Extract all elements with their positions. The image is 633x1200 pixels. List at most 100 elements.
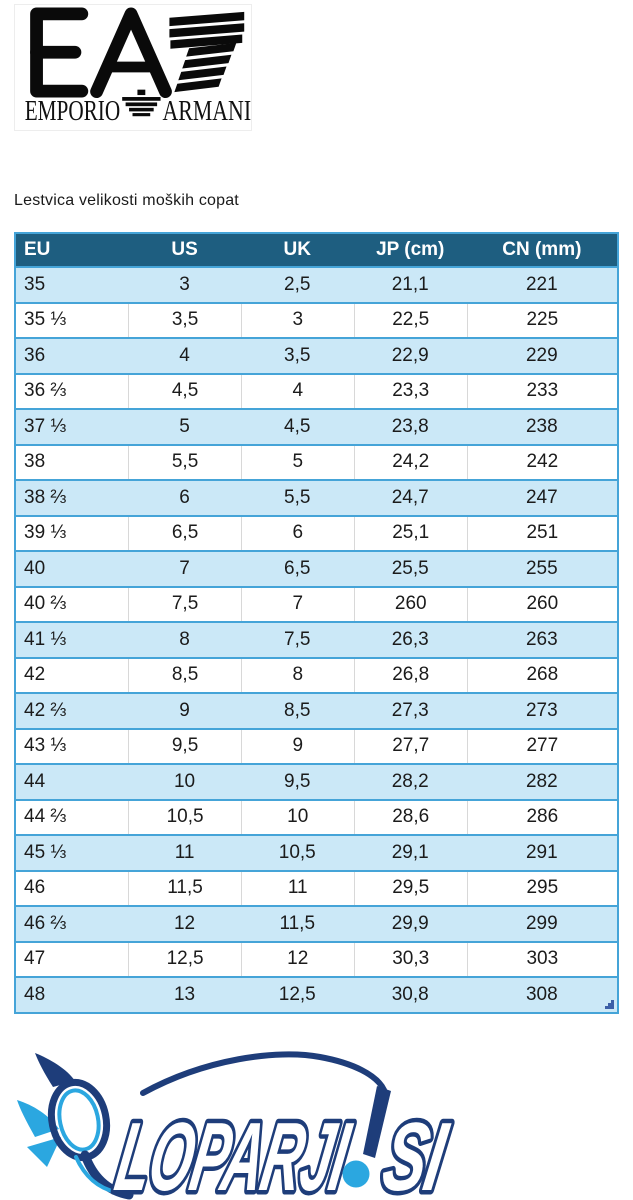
tennis-racket-icon bbox=[17, 1053, 134, 1200]
ea7-letter-a bbox=[90, 7, 172, 99]
table-cell: 40 ⅔ bbox=[24, 593, 67, 615]
table-cell: 5,5 bbox=[284, 486, 311, 508]
table-cell: 9,5 bbox=[284, 770, 311, 792]
armani-eagle-icon bbox=[122, 89, 161, 117]
table-cell: 229 bbox=[525, 344, 558, 366]
swoosh-icon bbox=[140, 1051, 391, 1158]
table-row: 42 8,5 8 26,8 268 bbox=[16, 656, 617, 692]
table-cell: 37 ⅓ bbox=[24, 415, 67, 437]
table-cell: 35 bbox=[24, 273, 46, 295]
table-cell: 225 bbox=[466, 303, 617, 337]
table-row: 48 13 12,5 30,8 308 bbox=[16, 976, 617, 1012]
table-cell: 299 bbox=[525, 912, 558, 934]
table-cell: 11,5 bbox=[279, 912, 316, 934]
table-cell: 260 bbox=[466, 587, 617, 621]
table-cell: 221 bbox=[525, 273, 558, 295]
table-cell: 28,2 bbox=[391, 770, 429, 792]
table-row: 35 ⅓ 3,5 3 22,5 225 bbox=[16, 301, 617, 337]
table-cell: 27,3 bbox=[391, 699, 429, 721]
table-row: 40 7 6,5 25,5 255 bbox=[16, 550, 617, 586]
table-cell: 4 bbox=[240, 374, 354, 408]
table-cell: 11 bbox=[174, 841, 195, 863]
table-cell: 22,9 bbox=[391, 344, 429, 366]
table-cell: 255 bbox=[525, 557, 558, 579]
loparji-si-logo: LOPARJI.SI LOPARJI SI bbox=[15, 1045, 485, 1200]
table-cell: 35 ⅓ bbox=[24, 309, 67, 331]
table-resize-handle-icon bbox=[605, 999, 614, 1009]
table-cell: 3,5 bbox=[284, 344, 311, 366]
table-row: 38 ⅔ 6 5,5 24,7 247 bbox=[16, 479, 617, 515]
table-cell: 242 bbox=[466, 445, 617, 479]
table-cell: 260 bbox=[353, 587, 467, 621]
table-cell: 24,2 bbox=[353, 445, 467, 479]
table-cell: 44 ⅔ bbox=[24, 806, 67, 828]
table-cell: 42 bbox=[24, 664, 46, 686]
table-row: 39 ⅓ 6,5 6 25,1 251 bbox=[16, 514, 617, 550]
table-cell: 25,5 bbox=[391, 557, 429, 579]
table-cell: 29,1 bbox=[391, 841, 429, 863]
table-cell: 8,5 bbox=[284, 699, 311, 721]
table-cell: 45 ⅓ bbox=[24, 841, 67, 863]
page-title: Lestvica velikosti moških copat bbox=[14, 192, 239, 209]
table-cell: 238 bbox=[525, 415, 558, 437]
table-cell: 12,5 bbox=[128, 942, 240, 976]
table-cell: 43 ⅓ bbox=[24, 735, 67, 757]
table-cell: 6 bbox=[240, 516, 354, 550]
table-row: 36 4 3,5 22,9 229 bbox=[16, 337, 617, 373]
table-cell: 282 bbox=[525, 770, 558, 792]
table-cell: 22,5 bbox=[353, 303, 467, 337]
table-cell: 23,3 bbox=[353, 374, 467, 408]
table-cell: 308 bbox=[525, 983, 558, 1005]
table-cell: 10,5 bbox=[128, 800, 240, 834]
table-cell: 7,5 bbox=[284, 628, 311, 650]
table-row: 40 ⅔ 7,5 7 260 260 bbox=[16, 585, 617, 621]
table-cell: 24,7 bbox=[391, 486, 429, 508]
ea7-logo: EA7 EMPORIO ARMANI EMPORI bbox=[14, 4, 252, 131]
table-cell: 295 bbox=[466, 871, 617, 905]
table-cell: 5,5 bbox=[128, 445, 240, 479]
table-cell: 251 bbox=[466, 516, 617, 550]
table-row: 47 12,5 12 30,3 303 bbox=[16, 940, 617, 976]
table-cell: 48 bbox=[24, 983, 46, 1005]
table-cell: 10 bbox=[173, 770, 196, 792]
table-cell: 5 bbox=[179, 415, 190, 437]
loparji-text: LOPARJI bbox=[109, 1103, 358, 1200]
table-row: 44 ⅔ 10,5 10 28,6 286 bbox=[16, 798, 617, 834]
table-cell: 13 bbox=[173, 983, 196, 1005]
table-header-cell: US bbox=[171, 239, 198, 260]
table-cell: 3 bbox=[179, 273, 190, 295]
striped-seven-icon bbox=[169, 11, 245, 93]
table-cell: 11 bbox=[240, 871, 354, 905]
table-cell: 40 bbox=[24, 557, 46, 579]
table-cell: 41 ⅓ bbox=[24, 628, 67, 650]
table-cell: 7 bbox=[179, 557, 190, 579]
table-cell: 6,5 bbox=[284, 557, 311, 579]
table-cell: 6,5 bbox=[128, 516, 240, 550]
table-cell: 12,5 bbox=[278, 983, 316, 1005]
table-header-row: EU US UK JP (cm) CN (mm) bbox=[16, 234, 617, 266]
ea7-logo-graphic: EA7 EMPORIO ARMANI EMPORI bbox=[25, 7, 251, 127]
table-row: 46 11,5 11 29,5 295 bbox=[16, 869, 617, 905]
table-cell: 3 bbox=[240, 303, 354, 337]
table-cell: 10,5 bbox=[278, 841, 316, 863]
table-cell: 4,5 bbox=[284, 415, 311, 437]
table-row: 42 ⅔ 9 8,5 27,3 273 bbox=[16, 692, 617, 728]
table-row: 36 ⅔ 4,5 4 23,3 233 bbox=[16, 372, 617, 408]
table-cell: 38 bbox=[24, 451, 46, 473]
table-cell: 303 bbox=[466, 942, 617, 976]
table-cell: 277 bbox=[466, 729, 617, 763]
table-cell: 23,8 bbox=[391, 415, 429, 437]
table-cell: 12 bbox=[173, 912, 196, 934]
table-header-cell: CN (mm) bbox=[502, 239, 582, 260]
table-row: 35 3 2,5 21,1 221 bbox=[16, 266, 617, 302]
table-cell: 7,5 bbox=[128, 587, 240, 621]
table-row: 43 ⅓ 9,5 9 27,7 277 bbox=[16, 727, 617, 763]
table-cell: 273 bbox=[525, 699, 558, 721]
table-cell: 39 ⅓ bbox=[24, 522, 67, 544]
table-cell: 21,1 bbox=[391, 273, 429, 295]
table-cell: 4,5 bbox=[128, 374, 240, 408]
table-cell: 8 bbox=[179, 628, 190, 650]
table-row: 45 ⅓ 11 10,5 29,1 291 bbox=[16, 834, 617, 870]
table-row: 44 10 9,5 28,2 282 bbox=[16, 763, 617, 799]
